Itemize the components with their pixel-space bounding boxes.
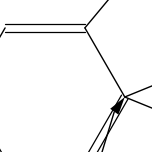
Polygon shape xyxy=(110,97,125,115)
